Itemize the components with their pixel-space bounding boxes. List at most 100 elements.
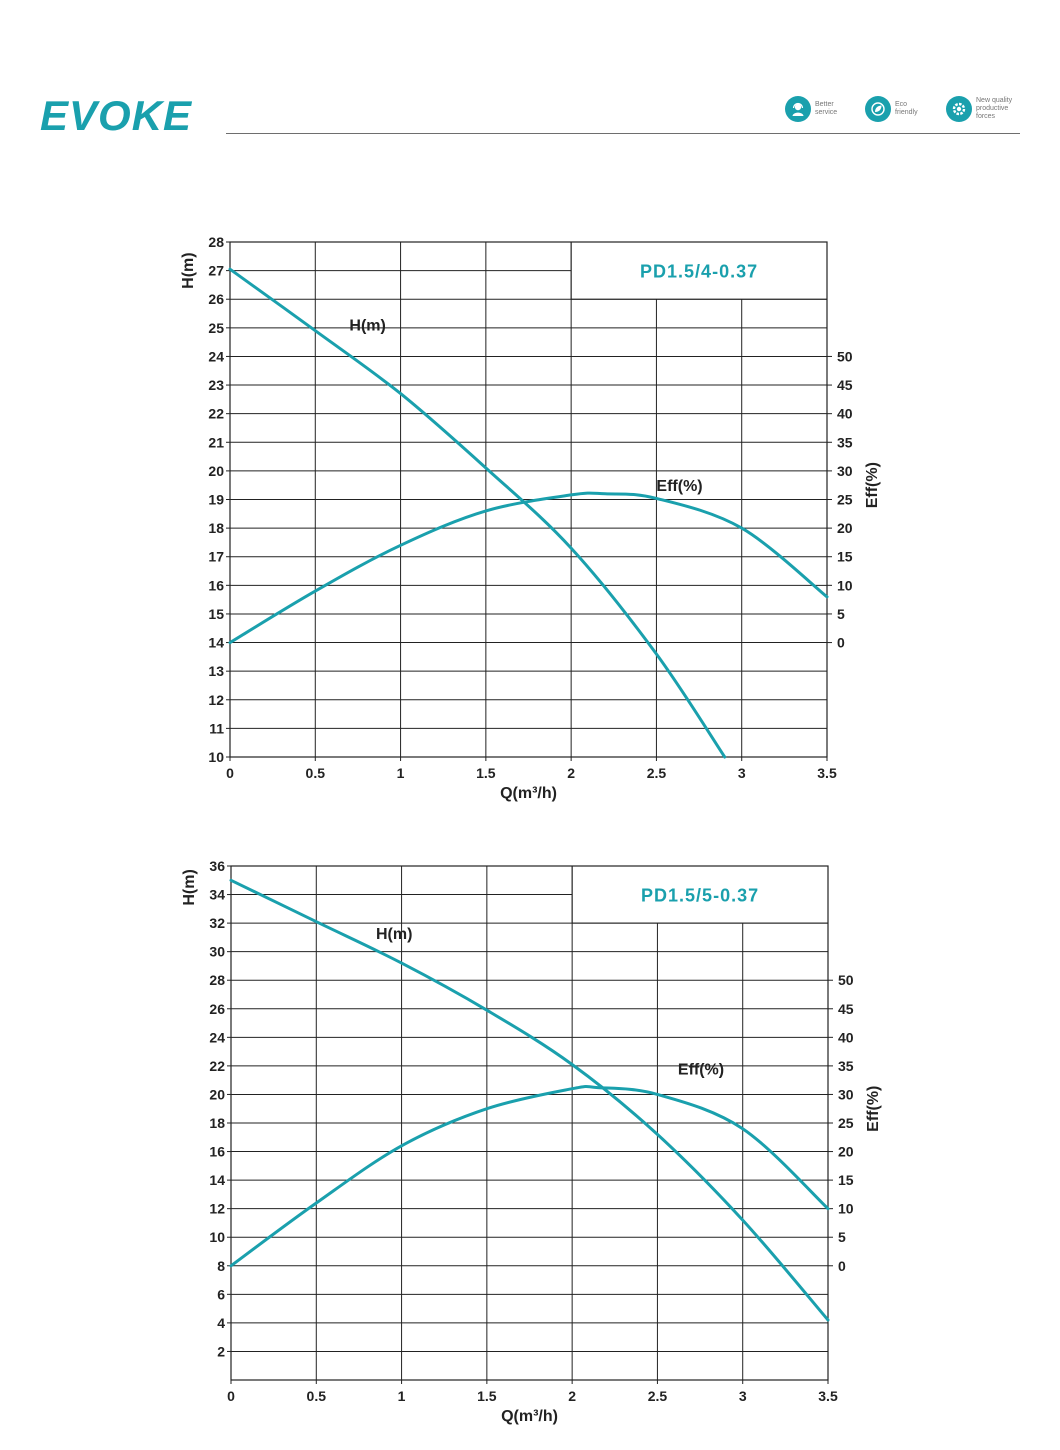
y-tick-label: 19 [208, 492, 224, 508]
y-tick-label: 34 [209, 887, 225, 903]
y-tick-label: 12 [208, 692, 224, 708]
y-tick-label: 23 [208, 377, 224, 393]
series-label-head: H(m) [376, 926, 412, 943]
y2-tick-label: 50 [838, 972, 854, 988]
y2-tick-label: 35 [837, 434, 853, 450]
series-label-eff: Eff(%) [656, 478, 702, 495]
y-tick-label: 22 [208, 406, 224, 422]
y-tick-label: 2 [217, 1343, 225, 1359]
chart-svg: PD1.5/5-0.372468101214161820222426283032… [181, 858, 882, 1425]
chart-svg: PD1.5/4-0.371011121314151617181920212223… [180, 234, 881, 802]
x-tick-label: 1 [397, 765, 405, 781]
x-tick-label: 2 [568, 1388, 576, 1404]
badge-label: Better service [815, 101, 838, 116]
series-label-eff: Eff(%) [678, 1061, 724, 1078]
x-tick-label: 0.5 [306, 765, 326, 781]
head-curve [228, 267, 727, 759]
x-tick-label: 2 [567, 765, 575, 781]
badge-label: New quality productive forces [976, 97, 1013, 120]
series-label-head: H(m) [349, 318, 385, 335]
headset-person-icon [785, 96, 811, 122]
y-tick-label: 25 [208, 320, 224, 336]
y2-tick-label: 45 [837, 377, 853, 393]
y-tick-label: 18 [208, 520, 224, 536]
eff-curve [228, 491, 829, 645]
y2-tick-label: 40 [837, 406, 853, 422]
y-tick-label: 8 [217, 1258, 225, 1274]
badge-better-service: Better service [785, 94, 863, 124]
badge-label: Eco friendly [895, 101, 918, 116]
y-tick-label: 22 [209, 1058, 225, 1074]
y2-tick-label: 15 [837, 549, 853, 565]
y2-tick-label: 20 [837, 520, 853, 536]
y2-tick-label: 15 [838, 1172, 854, 1188]
y2-tick-label: 30 [838, 1086, 854, 1102]
x-tick-label: 2.5 [647, 765, 667, 781]
y-tick-label: 24 [209, 1029, 225, 1045]
y-tick-label: 26 [208, 291, 224, 307]
header-divider [226, 133, 1020, 134]
x-tick-label: 1 [398, 1388, 406, 1404]
y-tick-label: 16 [208, 577, 224, 593]
pump-curve-chart-2: PD1.5/5-0.37 2 4 6 8 10 12 14 16 18 20 22 24 26 28 30 32… [0, 850, 1060, 1440]
y2-tick-label: 35 [838, 1058, 854, 1074]
y-tick-label: 17 [208, 549, 224, 565]
y2-axis-title: Eff(%) [864, 462, 881, 508]
y2-tick-label: 10 [837, 577, 853, 593]
y2-tick-label: 5 [838, 1229, 846, 1245]
y2-tick-label: 45 [838, 1001, 854, 1017]
y-tick-label: 16 [209, 1144, 225, 1160]
y-tick-label: 13 [208, 663, 224, 679]
y-tick-label: 36 [209, 858, 225, 874]
y-tick-label: 30 [209, 944, 225, 960]
y2-axis-title: Eff(%) [865, 1086, 882, 1132]
y2-tick-label: 10 [838, 1201, 854, 1217]
chart-title: PD1.5/4-0.37 [640, 262, 758, 282]
y-axis-left: 10 11 12 13 14 15 16 17 18 19 20 21 22 23 24 25 26 27 28 [208, 234, 230, 765]
pump-curve-chart-1: PD1.5/4-0.37 10 11 12 13 14 15 16 17 18 19 20 21 22 23… [0, 225, 1060, 815]
y2-tick-label: 30 [837, 463, 853, 479]
x-axis-title: Q(m³/h) [501, 1408, 558, 1425]
eco-leaf-icon [865, 96, 891, 122]
y-tick-label: 14 [209, 1172, 225, 1188]
y-axis-title: H(m) [181, 869, 198, 905]
y-tick-label: 6 [217, 1286, 225, 1302]
page-header: EVOKE Better service Eco friendly New qual… [0, 0, 1060, 150]
brand-logo: EVOKE [40, 92, 193, 139]
x-tick-label: 3.5 [818, 1388, 838, 1404]
y2-tick-label: 0 [838, 1258, 846, 1274]
x-tick-label: 3 [739, 1388, 747, 1404]
x-tick-label: 1.5 [477, 1388, 497, 1404]
x-tick-label: 0 [226, 765, 234, 781]
y-tick-label: 11 [209, 720, 224, 736]
grid [229, 241, 828, 758]
grid [230, 865, 829, 1381]
y-tick-label: 27 [208, 263, 224, 279]
y-tick-label: 28 [209, 972, 225, 988]
y-tick-label: 4 [217, 1315, 225, 1331]
y2-tick-label: 0 [837, 635, 845, 651]
y-tick-label: 20 [208, 463, 224, 479]
y-tick-label: 32 [209, 915, 225, 931]
y-tick-label: 24 [208, 348, 224, 364]
y2-tick-label: 25 [837, 492, 853, 508]
y-tick-label: 26 [209, 1001, 225, 1017]
chart-title: PD1.5/5-0.37 [641, 886, 759, 906]
x-axis-title: Q(m³/h) [500, 785, 557, 802]
x-tick-label: 1.5 [476, 765, 496, 781]
y-tick-label: 10 [209, 1229, 225, 1245]
badge-new-quality: New quality productive forces [946, 94, 1024, 124]
x-axis: 0 0.5 1 1.5 2 2.5 3 3.5 [227, 1380, 838, 1404]
y2-tick-label: 20 [838, 1144, 854, 1160]
y2-tick-label: 25 [838, 1115, 854, 1131]
head-curve [229, 878, 830, 1322]
y-tick-label: 21 [208, 434, 224, 450]
y2-tick-label: 50 [837, 348, 853, 364]
y-tick-label: 15 [208, 606, 224, 622]
eff-curve [229, 1084, 830, 1268]
x-tick-label: 2.5 [648, 1388, 668, 1404]
y-tick-label: 18 [209, 1115, 225, 1131]
y2-tick-label: 40 [838, 1029, 854, 1045]
x-tick-label: 0.5 [307, 1388, 327, 1404]
